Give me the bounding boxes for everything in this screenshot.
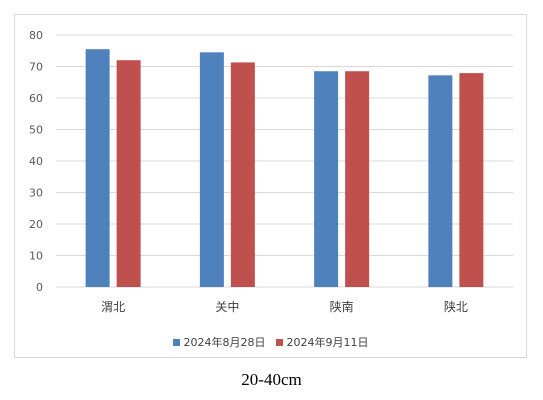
y-tick-label: 60 — [29, 92, 43, 105]
bar — [230, 62, 255, 287]
bar — [459, 73, 484, 287]
bar — [199, 52, 224, 288]
bar-chart: 0 10 20 30 40 50 60 70 80 渭北 关中 陕南 陕北 — [29, 29, 513, 314]
y-tick-label: 0 — [36, 281, 43, 294]
bar — [428, 75, 453, 287]
legend: 2024年8月28日 2024年9月11日 — [15, 335, 526, 349]
bar — [345, 71, 370, 287]
bar — [85, 49, 110, 287]
legend-item: 2024年8月28日 — [172, 334, 266, 350]
y-tick-label: 70 — [29, 61, 43, 74]
legend-swatch — [275, 338, 283, 346]
x-tick-label: 关中 — [215, 299, 239, 314]
y-tick-label: 80 — [29, 29, 43, 42]
y-tick-label: 40 — [29, 155, 43, 168]
legend-item: 2024年9月11日 — [275, 334, 369, 350]
legend-label: 2024年8月28日 — [183, 336, 266, 349]
y-tick-label: 20 — [29, 218, 43, 231]
bar — [314, 71, 339, 287]
y-tick-label: 30 — [29, 187, 43, 200]
x-tick-label: 陕南 — [330, 299, 354, 314]
x-tick-label: 渭北 — [101, 300, 125, 314]
chart-frame: 0 10 20 30 40 50 60 70 80 渭北 关中 陕南 陕北 2024年8月28日 2024… — [14, 14, 527, 358]
chart-caption: 20-40cm — [241, 370, 302, 389]
legend-swatch — [172, 338, 180, 346]
y-tick-label: 50 — [29, 124, 43, 137]
x-tick-label: 陕北 — [444, 299, 468, 314]
y-tick-label: 10 — [29, 250, 43, 263]
legend-label: 2024年9月11日 — [286, 336, 369, 349]
bar — [116, 60, 141, 288]
